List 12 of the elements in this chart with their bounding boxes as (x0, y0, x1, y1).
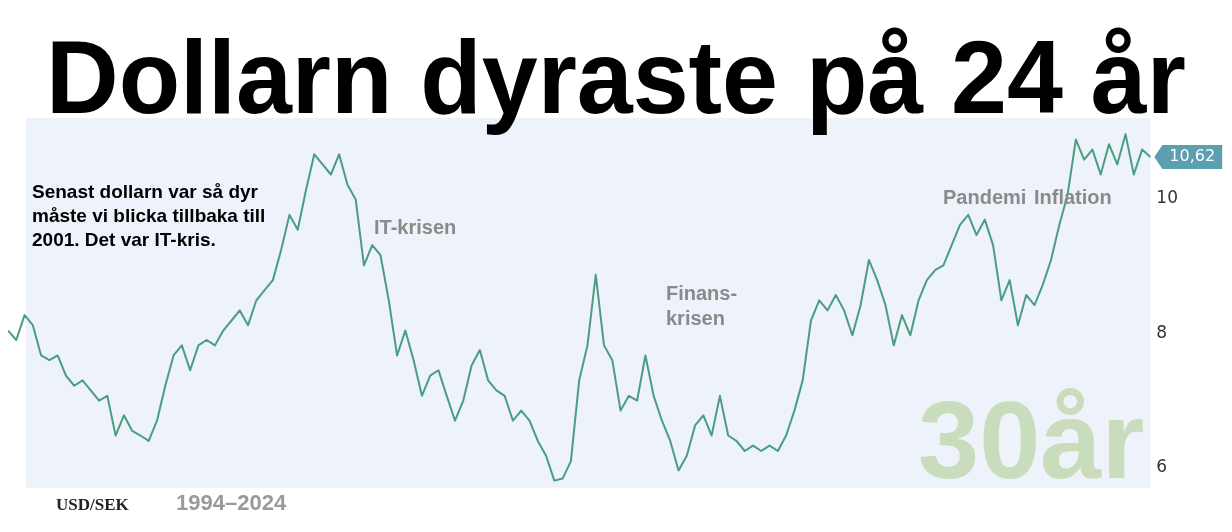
y-tick-label: 6 (1156, 456, 1168, 477)
data-label: 10,62 (1169, 146, 1216, 166)
annotation: Senast dollarn var så dyr måste vi blicka tillbaka till 2001. Det var IT-kris. (32, 181, 266, 250)
chart-title: Dollarn dyraste på 24 år (46, 18, 1186, 136)
annotation: IT-krisen (374, 216, 457, 238)
y-tick-label: 10 (1156, 187, 1179, 208)
annotation: 30år (918, 378, 1145, 501)
annotation: Finans-krisen (666, 282, 738, 329)
text: USD/SEK (56, 495, 130, 514)
text: 1994–2024 (176, 490, 287, 515)
y-tick-label: 8 (1156, 321, 1168, 342)
annotation: Pandemi (943, 186, 1027, 208)
